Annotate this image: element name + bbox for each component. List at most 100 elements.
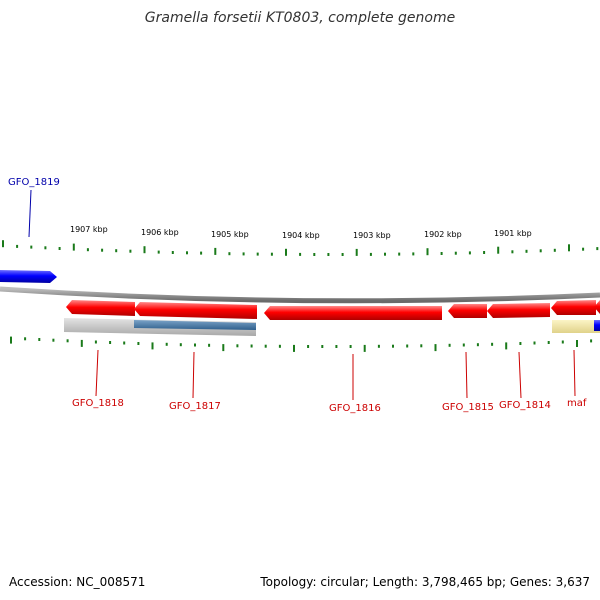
leader-gfo-1814: [518, 351, 522, 399]
ruler-minor-tick: [341, 253, 344, 256]
gene-label-gfo-1815[interactable]: GFO_1815: [442, 402, 494, 413]
gene-label-maf[interactable]: maf: [567, 398, 587, 409]
ruler-top: [2, 240, 599, 256]
ruler-minor-tick: [483, 251, 486, 254]
ruler-minor-tick: [398, 252, 401, 256]
gene-arrow-edge[interactable]: [594, 300, 600, 314]
kbp-label-1904: 1904 kbp: [282, 231, 320, 240]
ruler-minor-tick: [179, 343, 182, 347]
ruler-minor-tick: [157, 250, 160, 254]
ruler-minor-tick: [440, 252, 443, 255]
ruler-minor-tick: [412, 252, 415, 256]
leader-gfo-1819: [28, 189, 32, 238]
ruler-minor-tick: [200, 251, 203, 255]
ruler-minor-tick: [468, 251, 471, 255]
accession-text: Accession: NC_008571: [9, 575, 146, 589]
ruler-minor-tick: [533, 341, 536, 345]
ruler-minor-tick: [52, 338, 55, 342]
gene-label-gfo-1814[interactable]: GFO_1814: [499, 400, 551, 411]
ruler-major-tick: [80, 339, 83, 347]
ruler-minor-tick: [491, 342, 494, 346]
ruler-minor-tick: [377, 344, 380, 348]
ruler-minor-tick: [392, 344, 394, 348]
leader-maf: [573, 349, 576, 397]
ruler-major-tick: [214, 247, 217, 255]
kbp-label-1901: 1901 kbp: [494, 229, 532, 238]
ruler-minor-tick: [123, 341, 126, 345]
ruler-major-tick: [363, 344, 366, 352]
ruler-major-tick: [568, 244, 570, 252]
ruler-minor-tick: [86, 248, 89, 252]
leader-gfo-1815: [465, 351, 468, 399]
ruler-minor-tick: [194, 343, 196, 347]
ruler-minor-tick: [307, 345, 310, 348]
gene-arrow-gfo-1818[interactable]: [66, 300, 135, 316]
leader-gfo-1817: [192, 351, 195, 399]
ruler-bottom: [10, 336, 593, 352]
ruler-major-tick: [497, 246, 500, 254]
ruler-minor-tick: [590, 339, 593, 343]
ruler-minor-tick: [299, 252, 302, 256]
ruler-minor-tick: [24, 337, 27, 341]
shadow-track-yellow: [552, 320, 600, 333]
gene-arrow-maf[interactable]: [551, 300, 596, 315]
gene-arrow-gfo-1819[interactable]: [0, 270, 57, 283]
ruler-major-tick: [222, 344, 225, 352]
ruler-major-tick: [293, 344, 295, 352]
ruler-minor-tick: [539, 249, 542, 253]
ruler-minor-tick: [476, 343, 479, 347]
ruler-minor-tick: [165, 342, 168, 346]
gene-label-gfo-1818[interactable]: GFO_1818: [72, 398, 124, 409]
ruler-minor-tick: [236, 344, 239, 348]
ruler-minor-tick: [511, 250, 514, 254]
ruler-major-tick: [576, 340, 578, 347]
ruler-major-tick: [355, 248, 358, 256]
ruler-major-tick: [434, 344, 437, 352]
ruler-major-tick: [505, 342, 508, 350]
ruler-minor-tick: [208, 343, 211, 347]
ruler-minor-tick: [420, 344, 423, 348]
leader-gfo-1818: [95, 349, 99, 397]
ruler-minor-tick: [101, 248, 104, 252]
ruler-minor-tick: [525, 249, 528, 253]
gene-arrow-gfo-1817[interactable]: [134, 302, 257, 319]
ruler-minor-tick: [406, 344, 409, 348]
ruler-minor-tick: [38, 338, 41, 341]
gene-label-gfo-1817[interactable]: GFO_1817: [169, 401, 221, 412]
ruler-minor-tick: [44, 246, 47, 250]
gene-label-gfo-1819[interactable]: GFO_1819: [8, 177, 60, 188]
ruler-minor-tick: [66, 339, 69, 343]
ruler-major-tick: [285, 248, 287, 256]
gene-label-gfo-1816[interactable]: GFO_1816: [329, 403, 381, 414]
gene-arrow-gfo-1815[interactable]: [448, 304, 487, 318]
ruler-major-tick: [72, 243, 75, 251]
ruler-minor-tick: [109, 341, 112, 344]
ruler-minor-tick: [321, 345, 324, 348]
topology-summary: Topology: circular; Length: 3,798,465 bp…: [260, 575, 590, 589]
ruler-minor-tick: [327, 253, 330, 256]
ruler-minor-tick: [186, 251, 188, 255]
ruler-minor-tick: [242, 252, 245, 256]
ruler-major-tick: [2, 240, 4, 248]
ruler-minor-tick: [369, 252, 372, 256]
kbp-label-1906: 1906 kbp: [141, 228, 179, 237]
ruler-major-tick: [143, 246, 146, 254]
ruler-minor-tick: [349, 345, 352, 348]
ruler-minor-tick: [171, 251, 174, 254]
ruler-minor-tick: [137, 342, 140, 345]
kbp-label-1907: 1907 kbp: [70, 225, 108, 234]
ruler-minor-tick: [448, 343, 451, 347]
ruler-minor-tick: [250, 344, 253, 348]
shadow-track-blue: [594, 320, 600, 331]
ruler-minor-tick: [58, 247, 61, 250]
ruler-minor-tick: [596, 247, 599, 251]
gene-arrow-gfo-1814[interactable]: [487, 303, 550, 318]
genome-backbone: [0, 286, 600, 304]
ruler-minor-tick: [270, 252, 273, 256]
kbp-label-1903: 1903 kbp: [353, 231, 391, 240]
ruler-minor-tick: [256, 252, 259, 256]
shadow-track-steel: [134, 320, 256, 330]
ruler-minor-tick: [582, 247, 585, 251]
ruler-major-tick: [426, 248, 429, 256]
gene-arrow-gfo-1816[interactable]: [264, 306, 442, 320]
